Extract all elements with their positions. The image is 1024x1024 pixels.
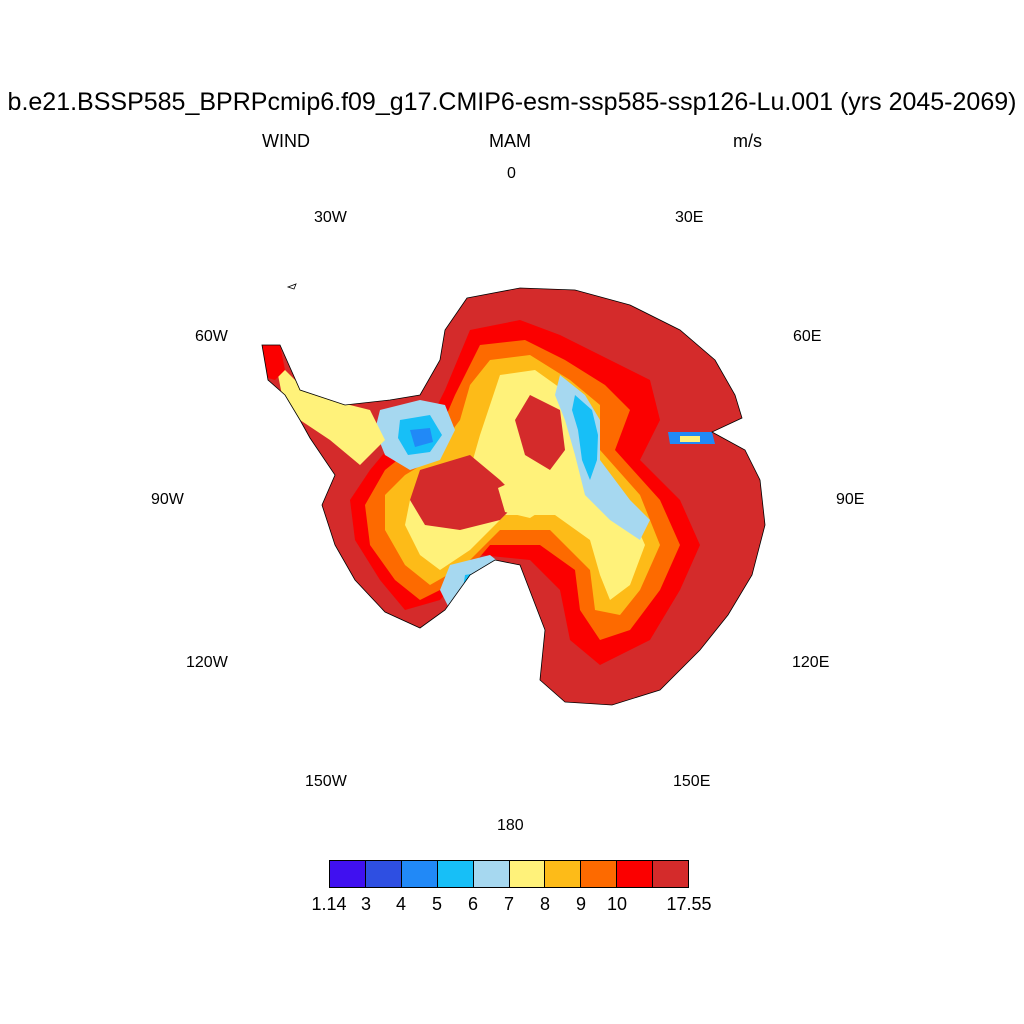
shelf-ross-blue	[462, 570, 505, 612]
shelf-ross-deep-blue	[470, 585, 490, 605]
lon-label-150w: 150W	[305, 773, 347, 790]
season-label: MAM	[489, 131, 531, 151]
colorbar-label-6: 8	[539, 894, 550, 914]
peninsula-red-edge	[262, 345, 285, 380]
lon-label-150e: 150E	[673, 773, 711, 790]
lon-label-0: 0	[507, 165, 516, 182]
lon-label-120e: 120E	[792, 654, 830, 671]
south-shetland-island	[286, 283, 297, 290]
plot-title: b.e21.BSSP585_BPRPcmip6.f09_g17.CMIP6-es…	[7, 88, 1017, 116]
colorbar-swatch-4	[473, 861, 510, 887]
lon-label-120w: 120W	[186, 654, 228, 671]
lon-label-90w: 90W	[151, 491, 184, 508]
amery-mix-yellow	[680, 436, 700, 442]
colorbar-swatch-6	[545, 861, 582, 887]
colorbar-swatch-5	[509, 861, 546, 887]
pole-yellow	[498, 478, 550, 518]
wind-band-blue	[572, 395, 598, 480]
colorbar-label-1: 3	[360, 894, 371, 914]
colorbar-swatch-9	[653, 861, 689, 887]
lon-label-90e: 90E	[836, 491, 865, 508]
colorbar-swatch-0	[330, 861, 366, 887]
lon-label-60w: 60W	[195, 328, 228, 345]
lon-label-180: 180	[497, 817, 524, 834]
colorbar-label-0: 1.14	[311, 894, 347, 914]
colorbar-label-8: 10	[606, 894, 628, 914]
antarctica-coastline	[261, 287, 766, 706]
colorbar-label-9: 17.55	[666, 894, 712, 914]
colorbar-label-2: 4	[395, 894, 406, 914]
lon-label-30w: 30W	[314, 209, 347, 226]
colorbar	[329, 860, 689, 888]
colorbar-label-4: 6	[467, 894, 478, 914]
lon-label-60e: 60E	[793, 328, 822, 345]
variable-label: WIND	[262, 131, 310, 151]
lon-label-30e: 30E	[675, 209, 704, 226]
colorbar-swatch-3	[437, 861, 474, 887]
shelf-ross-light-blue	[440, 555, 520, 630]
shelf-weddell-deep-blue	[410, 428, 433, 447]
units-label: m/s	[733, 131, 762, 151]
interior-high	[515, 395, 565, 470]
colorbar-swatch-1	[365, 861, 402, 887]
colorbar-swatch-8	[617, 861, 654, 887]
colorbar-swatch-2	[401, 861, 438, 887]
colorbar-label-3: 5	[431, 894, 442, 914]
colorbar-label-5: 7	[503, 894, 514, 914]
colorbar-swatch-7	[581, 861, 618, 887]
west-antarctica-high	[410, 455, 520, 530]
colorbar-label-7: 9	[575, 894, 586, 914]
